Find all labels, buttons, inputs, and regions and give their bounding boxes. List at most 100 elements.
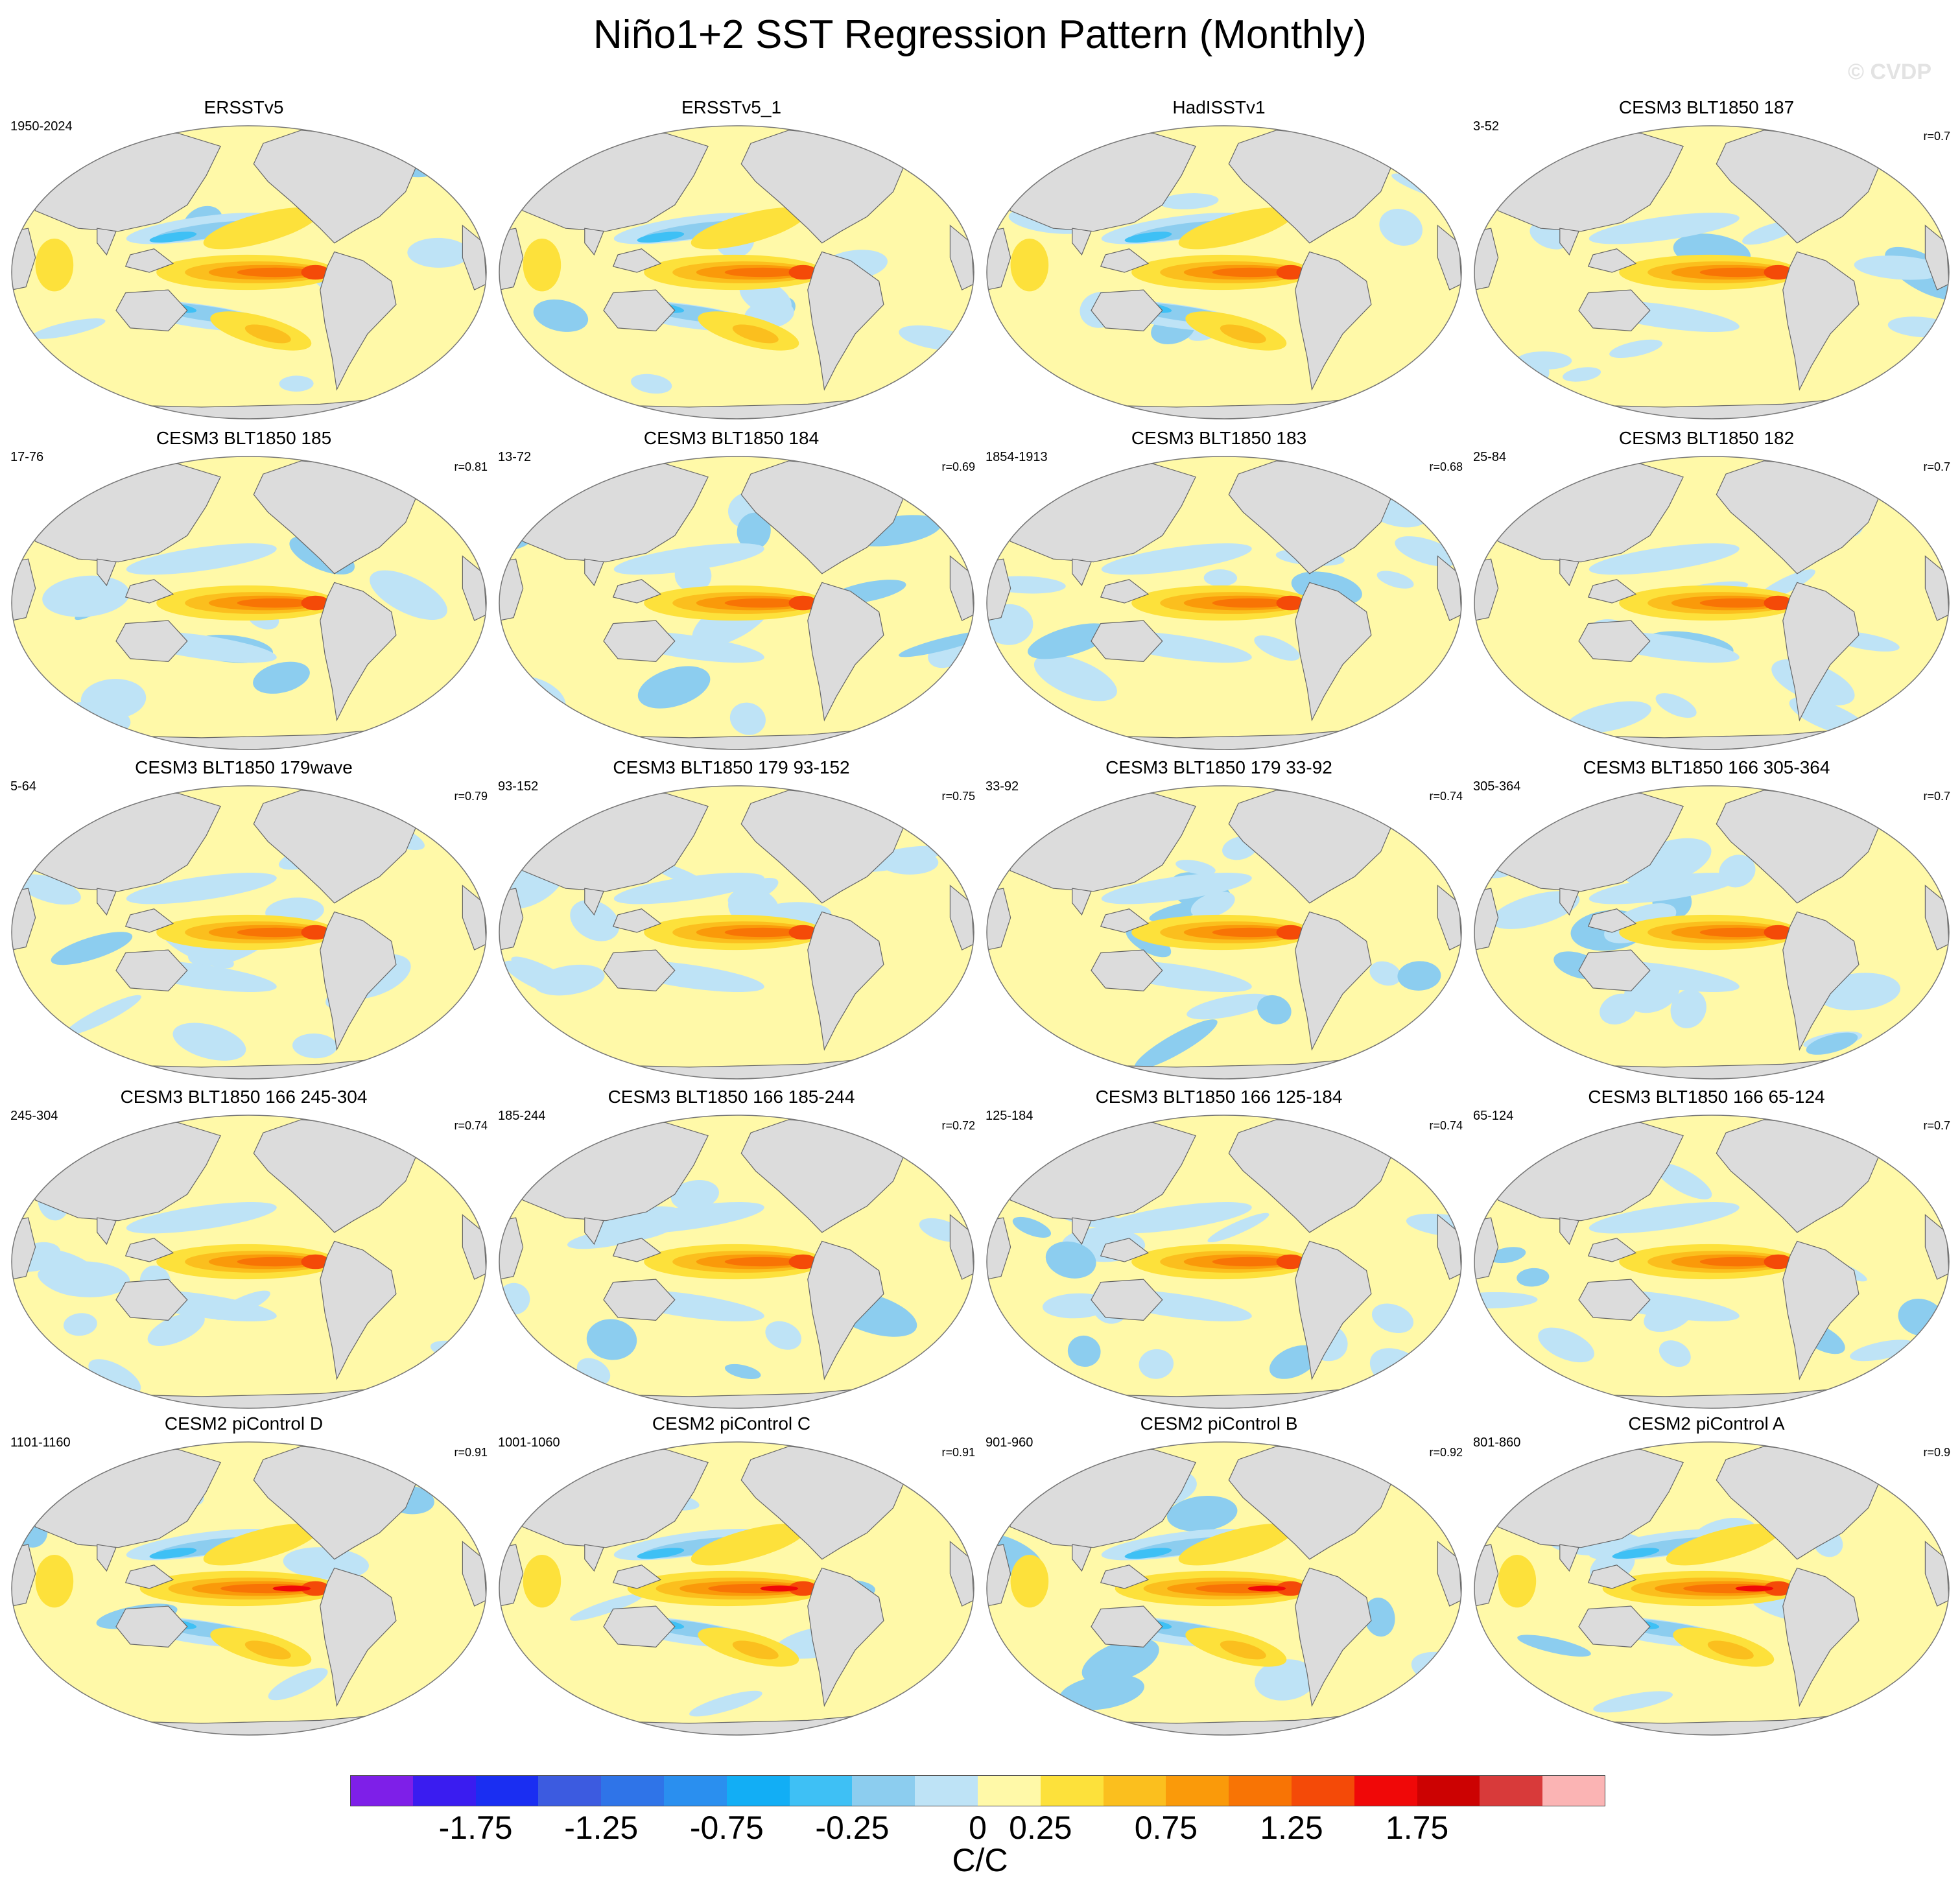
panel-years: 93-152 <box>498 779 539 794</box>
map-plot <box>499 1441 974 1736</box>
panel-title: CESM3 BLT1850 166 65-124 <box>1588 1087 1825 1107</box>
map-panel: CESM3 BLT1850 187 3-52 r=0.7 <box>1463 97 1950 419</box>
map-plot <box>1474 456 1950 750</box>
colorbar <box>350 1775 1606 1806</box>
map-panel: CESM3 BLT1850 184 13-72 r=0.69 <box>488 428 975 750</box>
panel-years: 305-364 <box>1473 779 1521 794</box>
colorbar-segment <box>1229 1775 1292 1806</box>
colorbar-segment <box>538 1775 602 1806</box>
watermark: © CVDP <box>1848 60 1931 84</box>
map-plot <box>11 456 487 750</box>
panel-years: 17-76 <box>10 450 44 464</box>
panel-title: ERSSTv5_1 <box>681 97 782 117</box>
map-plot <box>986 1115 1462 1409</box>
map-plot <box>499 1115 974 1409</box>
panel-title: CESM3 BLT1850 179wave <box>135 757 353 777</box>
map-plot <box>1474 125 1950 419</box>
panel-title: CESM3 BLT1850 183 <box>1131 428 1307 448</box>
panel-correlation: r=0.7 <box>1923 790 1950 803</box>
colorbar-tick-label: -0.25 <box>815 1810 890 1846</box>
panel-correlation: r=0.91 <box>941 1446 975 1459</box>
map-panel: CESM2 piControl D 1101-1160 r=0.91 <box>0 1413 488 1736</box>
colorbar-segment <box>978 1775 1041 1806</box>
panel-title: CESM3 BLT1850 182 <box>1618 428 1795 448</box>
colorbar-tick-label: 0.25 <box>1009 1810 1072 1846</box>
panel-years: 5-64 <box>10 779 37 794</box>
panel-years: 25-84 <box>1473 450 1507 464</box>
colorbar-tick-label: -0.75 <box>689 1810 764 1846</box>
map-panel: CESM2 piControl C 1001-1060 r=0.91 <box>488 1413 975 1736</box>
map-plot <box>11 1441 487 1736</box>
page-title: Niño1+2 SST Regression Pattern (Monthly) <box>593 12 1367 57</box>
map-plot <box>986 785 1462 1080</box>
map-panel: CESM2 piControl A 801-860 r=0.9 <box>1463 1413 1950 1736</box>
panel-years: 801-860 <box>1473 1435 1521 1450</box>
map-plot <box>499 125 974 419</box>
colorbar-segment <box>664 1775 727 1806</box>
colorbar-segment <box>1417 1775 1480 1806</box>
panel-years: 1101-1160 <box>10 1435 71 1450</box>
map-plot <box>11 125 487 419</box>
panel-years: 3-52 <box>1473 119 1500 134</box>
map-plot <box>1474 1115 1950 1409</box>
panel-title: ERSSTv5 <box>204 97 284 117</box>
colorbar-tick-label: 1.25 <box>1260 1810 1323 1846</box>
map-panel: CESM3 BLT1850 166 305-364 305-364 r=0.7 <box>1463 757 1950 1080</box>
colorbar-segment <box>475 1775 539 1806</box>
map-panel: CESM3 BLT1850 179wave 5-64 r=0.79 <box>0 757 488 1080</box>
map-panel: CESM2 piControl B 901-960 r=0.92 <box>975 1413 1463 1736</box>
colorbar-segment <box>350 1775 414 1806</box>
map-plot <box>11 785 487 1080</box>
colorbar-segment <box>1542 1775 1606 1806</box>
panel-title: CESM2 piControl C <box>652 1413 811 1434</box>
colorbar-segment <box>1040 1775 1104 1806</box>
colorbar-segment <box>726 1775 790 1806</box>
colorbar-segment <box>1166 1775 1229 1806</box>
map-plot <box>499 456 974 750</box>
map-panel: CESM3 BLT1850 166 125-184 125-184 r=0.74 <box>975 1087 1463 1409</box>
map-panel: CESM3 BLT1850 166 245-304 245-304 r=0.74 <box>0 1087 488 1409</box>
map-panel: ERSSTv5_1 <box>488 97 975 419</box>
panel-years: 185-244 <box>498 1109 546 1123</box>
colorbar-unit: C/C <box>952 1842 1008 1878</box>
panel-years: 1001-1060 <box>498 1435 560 1450</box>
colorbar-segment <box>412 1775 477 1806</box>
colorbar-tick-label: 0.75 <box>1134 1810 1198 1846</box>
panel-correlation: r=0.9 <box>1923 1446 1950 1459</box>
colorbar-segment <box>915 1775 978 1806</box>
colorbar-segment <box>852 1775 915 1806</box>
panel-correlation: r=0.72 <box>941 1119 975 1132</box>
map-panel: CESM3 BLT1850 182 25-84 r=0.7 <box>1463 428 1950 750</box>
map-plot <box>11 1115 487 1409</box>
panel-correlation: r=0.91 <box>454 1446 488 1459</box>
panel-years: 901-960 <box>986 1435 1033 1450</box>
panel-title: CESM2 piControl D <box>164 1413 324 1434</box>
panel-title: CESM3 BLT1850 179 33-92 <box>1105 757 1332 777</box>
panel-years: 65-124 <box>1473 1109 1514 1123</box>
panel-title: CESM3 BLT1850 166 125-184 <box>1095 1087 1343 1107</box>
panel-correlation: r=0.69 <box>941 460 975 473</box>
panel-correlation: r=0.7 <box>1923 130 1950 143</box>
panel-title: CESM3 BLT1850 187 <box>1618 97 1795 117</box>
colorbar-tick-label: -1.25 <box>564 1810 639 1846</box>
panel-years: 1854-1913 <box>986 450 1048 464</box>
panel-correlation: r=0.74 <box>454 1119 488 1132</box>
panel-title: CESM3 BLT1850 166 245-304 <box>120 1087 368 1107</box>
colorbar-tick-label: 0 <box>969 1810 987 1846</box>
panel-correlation: r=0.75 <box>941 790 975 803</box>
panel-title: HadISSTv1 <box>1172 97 1266 117</box>
colorbar-tick-label: 1.75 <box>1385 1810 1449 1846</box>
panel-title: CESM2 piControl B <box>1140 1413 1298 1434</box>
map-panel: CESM3 BLT1850 179 33-92 33-92 r=0.74 <box>975 757 1463 1080</box>
map-plot <box>986 125 1462 419</box>
panel-title: CESM2 piControl A <box>1628 1413 1785 1434</box>
map-panel: ERSSTv5 1950-2024 <box>0 97 488 419</box>
map-plot <box>986 1441 1462 1736</box>
panel-correlation: r=0.74 <box>1429 790 1463 803</box>
map-panel: CESM3 BLT1850 179 93-152 93-152 r=0.75 <box>488 757 975 1080</box>
map-plot <box>1474 1441 1950 1736</box>
panel-title: CESM3 BLT1850 179 93-152 <box>613 757 850 777</box>
panel-title: CESM3 BLT1850 166 185-244 <box>608 1087 855 1107</box>
colorbar-segment <box>1480 1775 1543 1806</box>
map-panel: CESM3 BLT1850 166 185-244 185-244 r=0.72 <box>488 1087 975 1409</box>
